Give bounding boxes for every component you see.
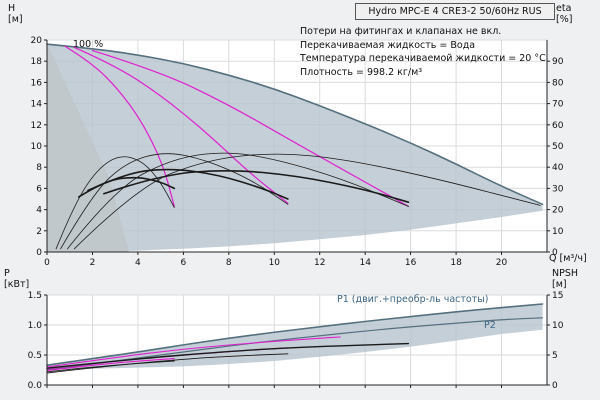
svg-text:2: 2	[36, 227, 42, 237]
operating-conditions-note: Потери на фитингах и клапанах не вкл. Пе…	[300, 25, 556, 79]
svg-text:60: 60	[552, 121, 564, 131]
svg-text:10: 10	[552, 321, 564, 331]
speed-100-percent-label: 100 %	[73, 39, 104, 50]
head-axis-label: H [м]	[8, 3, 23, 25]
svg-text:16: 16	[405, 258, 417, 266]
svg-text:6: 6	[181, 258, 187, 266]
svg-text:12: 12	[31, 121, 42, 131]
svg-text:0.0: 0.0	[28, 381, 43, 391]
svg-text:12: 12	[314, 258, 325, 266]
svg-text:10: 10	[552, 227, 564, 237]
chart-title: Hydro MPC-E 4 CRE3-2 50/60Hz RUS	[355, 3, 555, 20]
svg-text:14: 14	[359, 258, 371, 266]
hq-curve-chart: 0 2 4 6 8 10 12 14 16 18 20 0 10 20 30 40 50 60 70 80 90 0 2 4 6…	[31, 36, 564, 266]
svg-text:4: 4	[36, 206, 42, 216]
svg-text:0: 0	[44, 258, 50, 266]
svg-text:8: 8	[36, 163, 42, 173]
note-line-temperature: Температура перекачиваемой жидкости = 20…	[300, 53, 546, 64]
svg-text:10: 10	[31, 142, 43, 152]
svg-text:80: 80	[552, 78, 564, 88]
svg-text:10: 10	[269, 258, 281, 266]
svg-text:20: 20	[552, 206, 564, 216]
svg-text:0: 0	[552, 381, 558, 391]
svg-text:70: 70	[552, 100, 564, 110]
svg-text:20: 20	[31, 36, 43, 46]
svg-text:14: 14	[31, 100, 43, 110]
note-line-density: Плотность = 998.2 кг/м³	[300, 66, 423, 78]
svg-text:20: 20	[496, 258, 508, 266]
svg-text:6: 6	[36, 184, 42, 194]
note-line-losses: Потери на фитингах и клапанах не вкл.	[300, 26, 502, 37]
svg-text:0: 0	[36, 248, 42, 258]
p2-curve-label: P2	[484, 320, 496, 331]
svg-text:90: 90	[552, 57, 564, 67]
npsh-axis-label: NPSH [м]	[552, 268, 579, 290]
svg-text:16: 16	[31, 78, 43, 88]
svg-text:1.0: 1.0	[28, 321, 43, 331]
p1-curve-label: P1 (двиг.+преобр-ль частоты)	[337, 294, 489, 305]
note-line-liquid: Перекачиваемая жидкость = Вода	[300, 39, 476, 51]
svg-text:1.5: 1.5	[28, 291, 42, 301]
svg-text:50: 50	[552, 142, 564, 152]
power-npsh-chart: 0.0 0.5 1.0 1.5 0 5 10 15	[28, 291, 564, 391]
svg-text:8: 8	[226, 258, 232, 266]
svg-text:18: 18	[31, 57, 43, 67]
svg-text:0.5: 0.5	[28, 351, 42, 361]
svg-text:2: 2	[90, 258, 96, 266]
svg-text:18: 18	[450, 258, 462, 266]
eta-axis-label: eta [%]	[556, 3, 573, 25]
flow-axis-label: Q [м³/ч]	[549, 253, 587, 264]
svg-text:40: 40	[552, 163, 564, 173]
svg-text:15: 15	[552, 291, 563, 301]
svg-text:4: 4	[135, 258, 141, 266]
svg-text:5: 5	[552, 351, 558, 361]
svg-text:30: 30	[552, 184, 564, 194]
power-axis-label: P [кВт]	[4, 268, 30, 290]
svg-text:0: 0	[552, 248, 558, 258]
